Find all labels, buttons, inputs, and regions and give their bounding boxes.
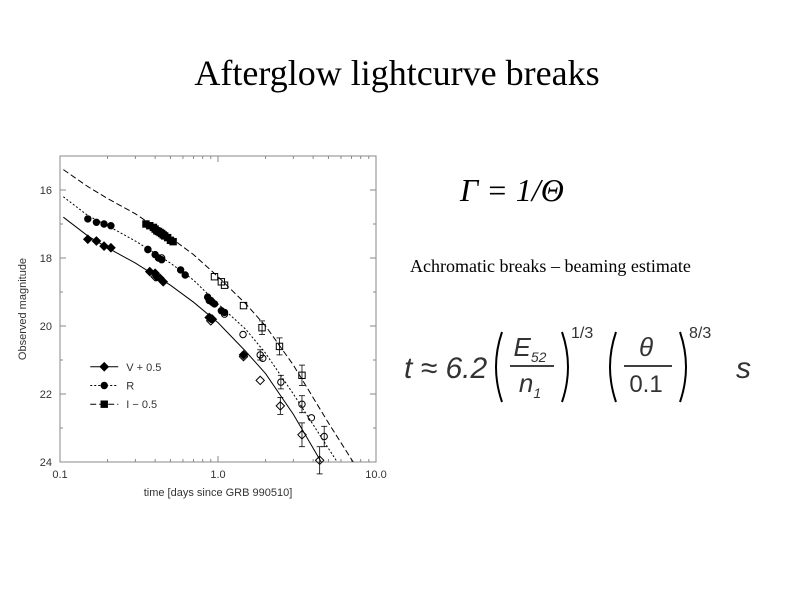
svg-text:18: 18: [40, 253, 52, 265]
eq2-prefix: t ≈ 6.2: [404, 352, 487, 385]
svg-text:V + 0.5: V + 0.5: [126, 362, 161, 374]
svg-text:Observed magnitude: Observed magnitude: [17, 258, 29, 360]
equation-svg: t ≈ 6.2 E52 n1 1/3: [404, 322, 784, 412]
eq2-f1-top: E52: [514, 332, 547, 365]
svg-text:R: R: [126, 381, 134, 393]
equation-jetbreak: t ≈ 6.2 E52 n1 1/3: [404, 322, 784, 417]
equation-gamma: Γ = 1/Θ: [460, 172, 564, 209]
svg-text:16: 16: [40, 185, 52, 197]
eq2-f2-bot: 0.1: [629, 371, 662, 398]
eq2-f1-bot: n1: [519, 368, 541, 401]
paren-left-1: [496, 332, 502, 402]
achromatic-caption: Achromatic breaks – beaming estimate: [410, 256, 691, 277]
svg-text:time [days since GRB 990510]: time [days since GRB 990510]: [144, 487, 293, 499]
eq2-suffix: s: [736, 352, 751, 385]
svg-text:24: 24: [40, 457, 52, 469]
paren-right-1: [562, 332, 568, 402]
svg-text:1.0: 1.0: [210, 469, 225, 481]
chart-svg: 0.1 1.0 10.0 16 18 20 22 24 time [days since GRB…: [10, 148, 388, 502]
svg-text:22: 22: [40, 389, 52, 401]
eq2-exp1: 1/3: [571, 325, 593, 342]
paren-left-2: [610, 332, 616, 402]
lightcurve-chart: 0.1 1.0 10.0 16 18 20 22 24 time [days since GRB…: [10, 148, 388, 502]
eq2-f2-top: θ: [639, 332, 653, 362]
eq2-exp2: 8/3: [689, 325, 711, 342]
svg-text:10.0: 10.0: [365, 469, 386, 481]
page-title: Afterglow lightcurve breaks: [0, 52, 794, 94]
slide: Afterglow lightcurve breaks 0.1 1.0 10.0 16…: [0, 0, 794, 595]
svg-text:I − 0.5: I − 0.5: [126, 399, 157, 411]
svg-text:0.1: 0.1: [52, 469, 67, 481]
paren-right-2: [680, 332, 686, 402]
svg-text:20: 20: [40, 321, 52, 333]
